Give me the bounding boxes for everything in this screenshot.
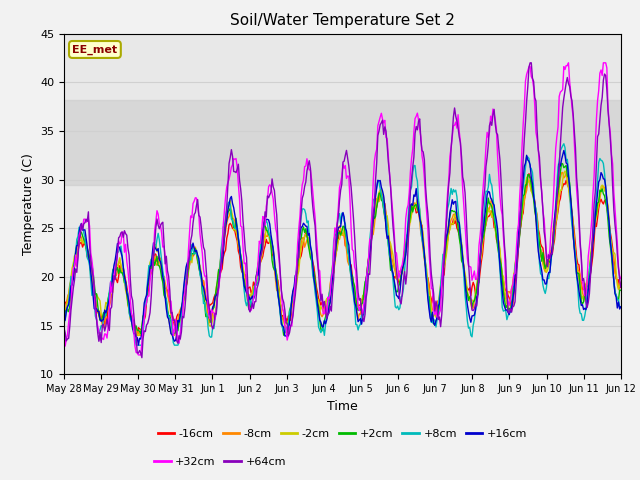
-8cm [559, 169, 566, 175]
+64cm [234, 161, 242, 167]
-8cm [470, 299, 478, 305]
-8cm [373, 196, 381, 202]
+2cm [568, 216, 576, 222]
-2cm [568, 210, 576, 216]
+32cm [564, 60, 572, 66]
+8cm [132, 342, 140, 348]
+64cm [60, 325, 68, 331]
-8cm [296, 253, 304, 259]
+64cm [296, 227, 304, 233]
-2cm [561, 168, 569, 174]
+64cm [617, 284, 625, 290]
Y-axis label: Temperature (C): Temperature (C) [22, 153, 35, 255]
+64cm [399, 277, 407, 283]
Bar [64, 100, 621, 184]
+64cm [470, 306, 478, 312]
+2cm [373, 204, 381, 210]
-16cm [470, 283, 478, 288]
Line: +32cm: +32cm [64, 63, 621, 355]
+2cm [234, 225, 241, 231]
+16cm [373, 185, 381, 191]
Line: +2cm: +2cm [64, 163, 621, 335]
Text: EE_met: EE_met [72, 44, 118, 55]
+16cm [296, 231, 304, 237]
+16cm [60, 317, 68, 323]
+16cm [234, 236, 242, 242]
X-axis label: Time: Time [327, 400, 358, 413]
+8cm [373, 184, 381, 190]
+8cm [560, 141, 568, 147]
Line: +8cm: +8cm [64, 144, 621, 345]
+8cm [568, 222, 576, 228]
Legend: +32cm, +64cm: +32cm, +64cm [149, 452, 291, 471]
-8cm [617, 279, 625, 285]
-2cm [134, 333, 142, 338]
Line: +64cm: +64cm [64, 63, 621, 358]
+32cm [617, 276, 625, 281]
+32cm [296, 213, 304, 218]
-16cm [617, 284, 625, 289]
-2cm [296, 254, 304, 260]
+2cm [60, 312, 68, 318]
+2cm [617, 288, 625, 293]
-16cm [399, 262, 407, 267]
-2cm [470, 297, 478, 303]
+64cm [568, 98, 576, 104]
+8cm [296, 225, 304, 231]
+64cm [526, 60, 534, 66]
+32cm [399, 254, 407, 260]
+8cm [234, 234, 242, 240]
-8cm [568, 213, 576, 218]
+2cm [280, 332, 287, 338]
-8cm [60, 310, 68, 315]
-16cm [132, 333, 140, 338]
-16cm [568, 209, 576, 215]
-16cm [296, 255, 304, 261]
-16cm [525, 171, 533, 177]
+2cm [557, 160, 565, 166]
-2cm [60, 311, 68, 316]
+32cm [470, 268, 478, 274]
+32cm [234, 181, 242, 187]
Line: -2cm: -2cm [64, 171, 621, 336]
-8cm [234, 245, 242, 251]
+8cm [60, 322, 68, 327]
-16cm [373, 204, 381, 210]
+8cm [399, 286, 407, 292]
-2cm [373, 199, 381, 205]
-2cm [399, 256, 407, 262]
+64cm [373, 160, 381, 166]
+16cm [470, 312, 478, 318]
-16cm [234, 248, 242, 254]
Line: +16cm: +16cm [64, 151, 621, 345]
+16cm [568, 210, 576, 216]
+32cm [568, 104, 576, 110]
+2cm [470, 298, 478, 303]
-2cm [617, 280, 625, 286]
-8cm [399, 262, 407, 268]
-16cm [60, 308, 68, 313]
+2cm [296, 237, 304, 243]
+8cm [470, 317, 478, 323]
+8cm [617, 304, 625, 310]
-8cm [132, 333, 140, 338]
+32cm [60, 326, 68, 332]
+32cm [373, 146, 381, 152]
+2cm [399, 262, 407, 267]
+64cm [138, 355, 146, 360]
+16cm [560, 148, 568, 154]
+16cm [617, 304, 625, 310]
+16cm [399, 262, 407, 268]
+16cm [134, 342, 142, 348]
Title: Soil/Water Temperature Set 2: Soil/Water Temperature Set 2 [230, 13, 455, 28]
-2cm [234, 240, 242, 246]
Line: -8cm: -8cm [64, 172, 621, 336]
Line: -16cm: -16cm [64, 174, 621, 336]
+32cm [134, 352, 142, 358]
